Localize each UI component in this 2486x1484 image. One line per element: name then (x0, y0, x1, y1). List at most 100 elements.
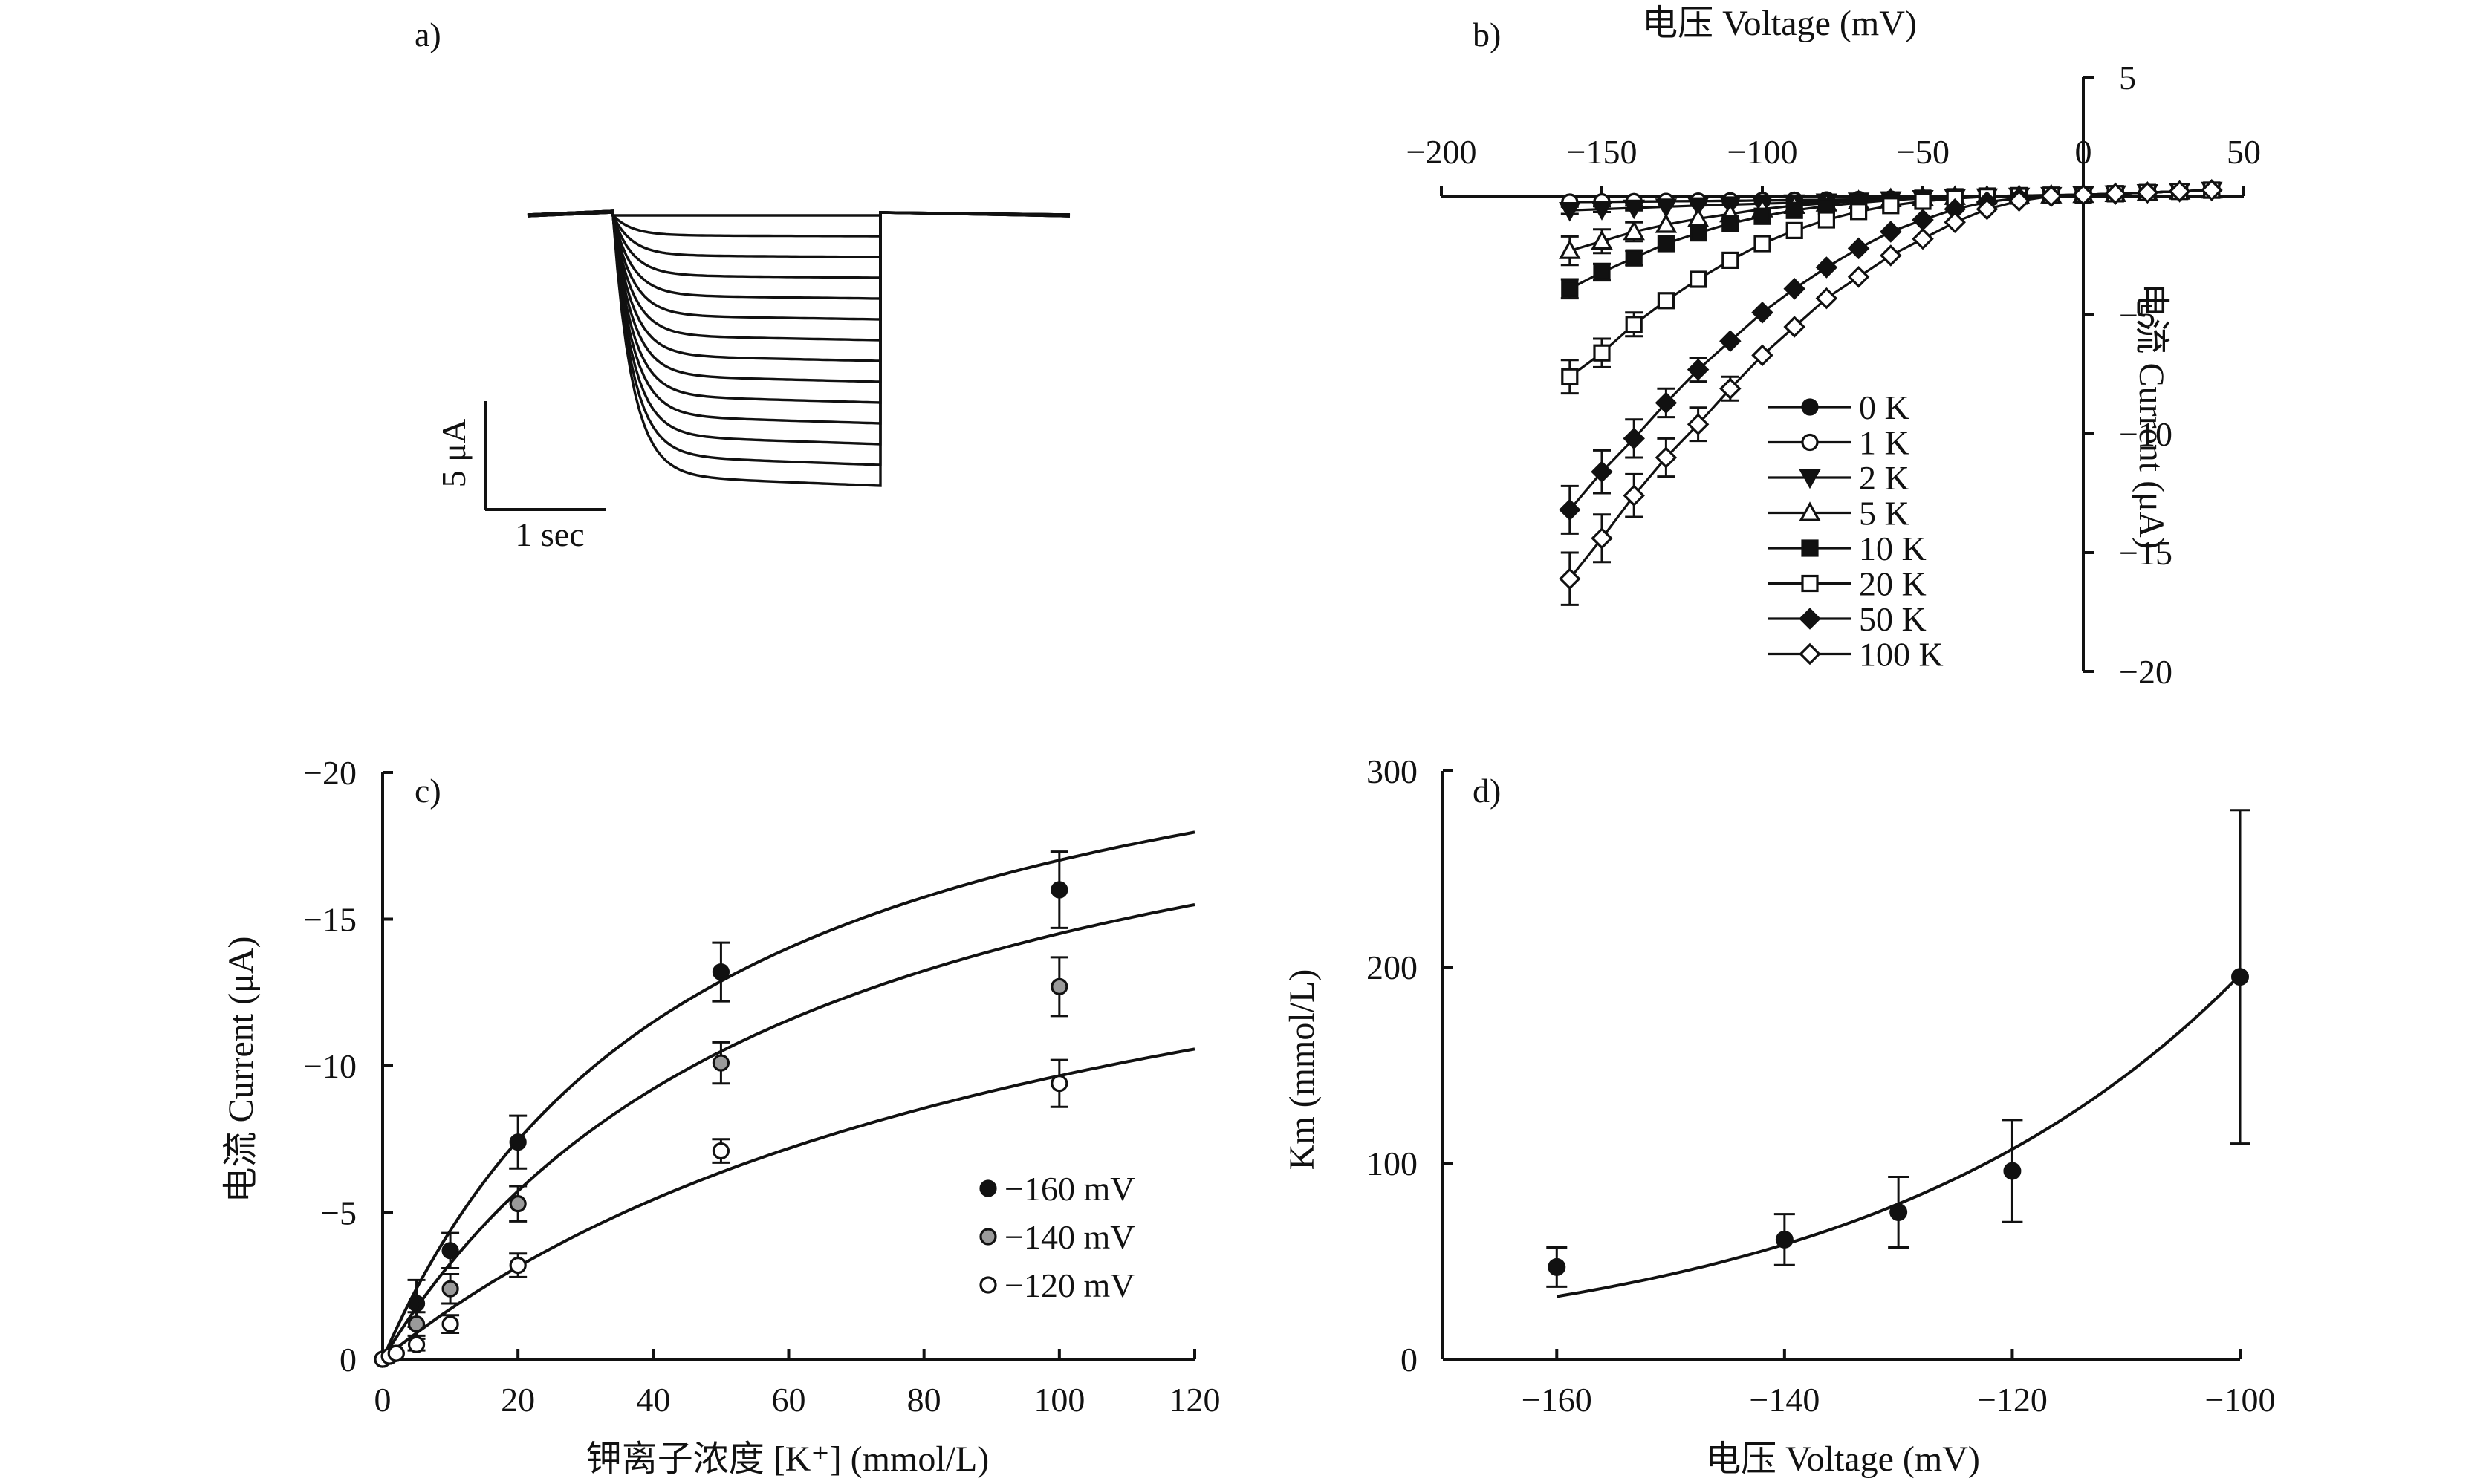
data-point (441, 1315, 459, 1333)
data-point (407, 1335, 426, 1353)
data-point (387, 1344, 405, 1362)
data-point (1912, 227, 1934, 250)
data-point (1623, 220, 1645, 241)
data-point (2072, 183, 2094, 206)
x-tick-label: −160 (1522, 1381, 1592, 1419)
panel-b-label: b) (1473, 16, 1501, 53)
panel-b-series (1559, 178, 2223, 606)
data-point (1815, 256, 1838, 279)
legend-label: 100 K (1859, 636, 1944, 674)
y-tick-label: 100 (1366, 1145, 1418, 1182)
data-point (1548, 1257, 1566, 1276)
x-tick-label: 0 (2075, 133, 2092, 171)
panel-c-legend: −160 mV −140 mV −120 mV (979, 1170, 1135, 1304)
data-point (2168, 180, 2191, 203)
data-point (1914, 192, 1932, 210)
legend-label: 1 K (1859, 424, 1909, 462)
data-point (1690, 224, 1707, 242)
data-point (712, 1142, 730, 1160)
legend-marker (979, 1228, 997, 1246)
data-point (1655, 391, 1678, 414)
x-tick-label: −150 (1567, 133, 1638, 171)
y-tick-label: −20 (303, 754, 357, 792)
legend-marker (979, 1179, 997, 1197)
data-point (407, 1295, 426, 1312)
panel-d-km-voltage: d) 电压 Voltage (mV) Km (mmol/L) −160 −140−… (1282, 752, 2275, 1479)
x-tick-label: −120 (1977, 1381, 2048, 1419)
panel-c-axes: 0 20 40 60 80 100 120 0 −5 −10 −15 −20 (303, 754, 1220, 1419)
panel-c-x-axis-title: 钾离子浓度 [K⁺] (mmol/L) (586, 1439, 990, 1479)
current-trace (527, 210, 1071, 362)
panel-d-axes: −160 −140 −120 −100 0 100 200 300 (1366, 752, 2275, 1419)
y-tick-label: −20 (2119, 653, 2172, 691)
y-tick-label: −15 (2119, 534, 2172, 572)
x-tick-label: −200 (1406, 133, 1477, 171)
data-point (2231, 968, 2249, 986)
data-point (1051, 1075, 1068, 1093)
data-point (509, 1195, 527, 1213)
panel-c-concentration-curves: c) 钾离子浓度 [K⁺] (mmol/L) 电流 Current (μA) 0… (221, 754, 1221, 1479)
current-trace (527, 211, 1071, 258)
scale-bar-time-label: 1 sec (515, 515, 584, 553)
data-point (509, 1256, 527, 1275)
current-trace (527, 209, 1071, 342)
panel-a-current-traces: a) 5 μA 1 sec (415, 16, 1071, 553)
data-point (509, 1133, 527, 1151)
current-trace (527, 210, 1071, 425)
data-point (1880, 221, 1902, 243)
legend-label: 20 K (1859, 565, 1927, 603)
y-tick-label: −10 (303, 1047, 357, 1085)
data-point (1880, 244, 1902, 267)
current-trace (527, 209, 1071, 279)
legend-label: 10 K (1859, 530, 1927, 567)
data-point (1591, 201, 1613, 221)
x-tick-label: −100 (1727, 133, 1798, 171)
data-point (1753, 235, 1771, 253)
data-point (2136, 181, 2159, 204)
data-point (1559, 202, 1581, 222)
data-point (1559, 567, 1581, 590)
data-point (1623, 427, 1645, 450)
y-tick-label: −10 (2119, 415, 2172, 453)
current-trace (527, 210, 1071, 487)
data-point (1882, 197, 1900, 215)
data-point (1591, 527, 1613, 550)
y-tick-label: 200 (1366, 948, 1418, 986)
current-trace (527, 209, 1071, 404)
data-point (1912, 209, 1934, 231)
data-point (1559, 239, 1581, 259)
data-point (1051, 881, 1068, 899)
data-point (1655, 198, 1678, 218)
panel-b-iv-curves: b) 电压 Voltage (mV) 电流 Current (μA) −200−… (1406, 4, 2261, 691)
data-point (1591, 461, 1613, 483)
data-point (712, 1054, 730, 1072)
data-point (1593, 344, 1611, 362)
data-point (1559, 498, 1581, 521)
legend-label: −120 mV (1005, 1266, 1135, 1304)
data-point (1976, 198, 1999, 221)
legend-marker (1801, 574, 1819, 593)
data-point (1785, 221, 1803, 239)
data-point (712, 963, 730, 981)
legend-label: −160 mV (1005, 1170, 1135, 1208)
legend-marker (1799, 469, 1821, 489)
current-trace (527, 209, 1071, 217)
current-trace (527, 211, 1071, 321)
data-point (1690, 270, 1707, 288)
data-point (1625, 316, 1643, 333)
data-point (1850, 203, 1868, 221)
y-tick-label: −5 (2119, 296, 2155, 334)
x-tick-label: 100 (1033, 1381, 1085, 1419)
data-point (1775, 1230, 1794, 1249)
x-tick-label: −100 (2205, 1381, 2276, 1419)
x-tick-label: 50 (2227, 133, 2261, 171)
data-point (1657, 292, 1675, 310)
data-point (2008, 189, 2031, 212)
data-point (1561, 368, 1579, 385)
data-point (1655, 446, 1678, 469)
panel-c-series (374, 830, 1195, 1368)
data-point (1687, 413, 1710, 435)
legend-label: 0 K (1859, 388, 1909, 426)
x-tick-label: 120 (1169, 1381, 1221, 1419)
